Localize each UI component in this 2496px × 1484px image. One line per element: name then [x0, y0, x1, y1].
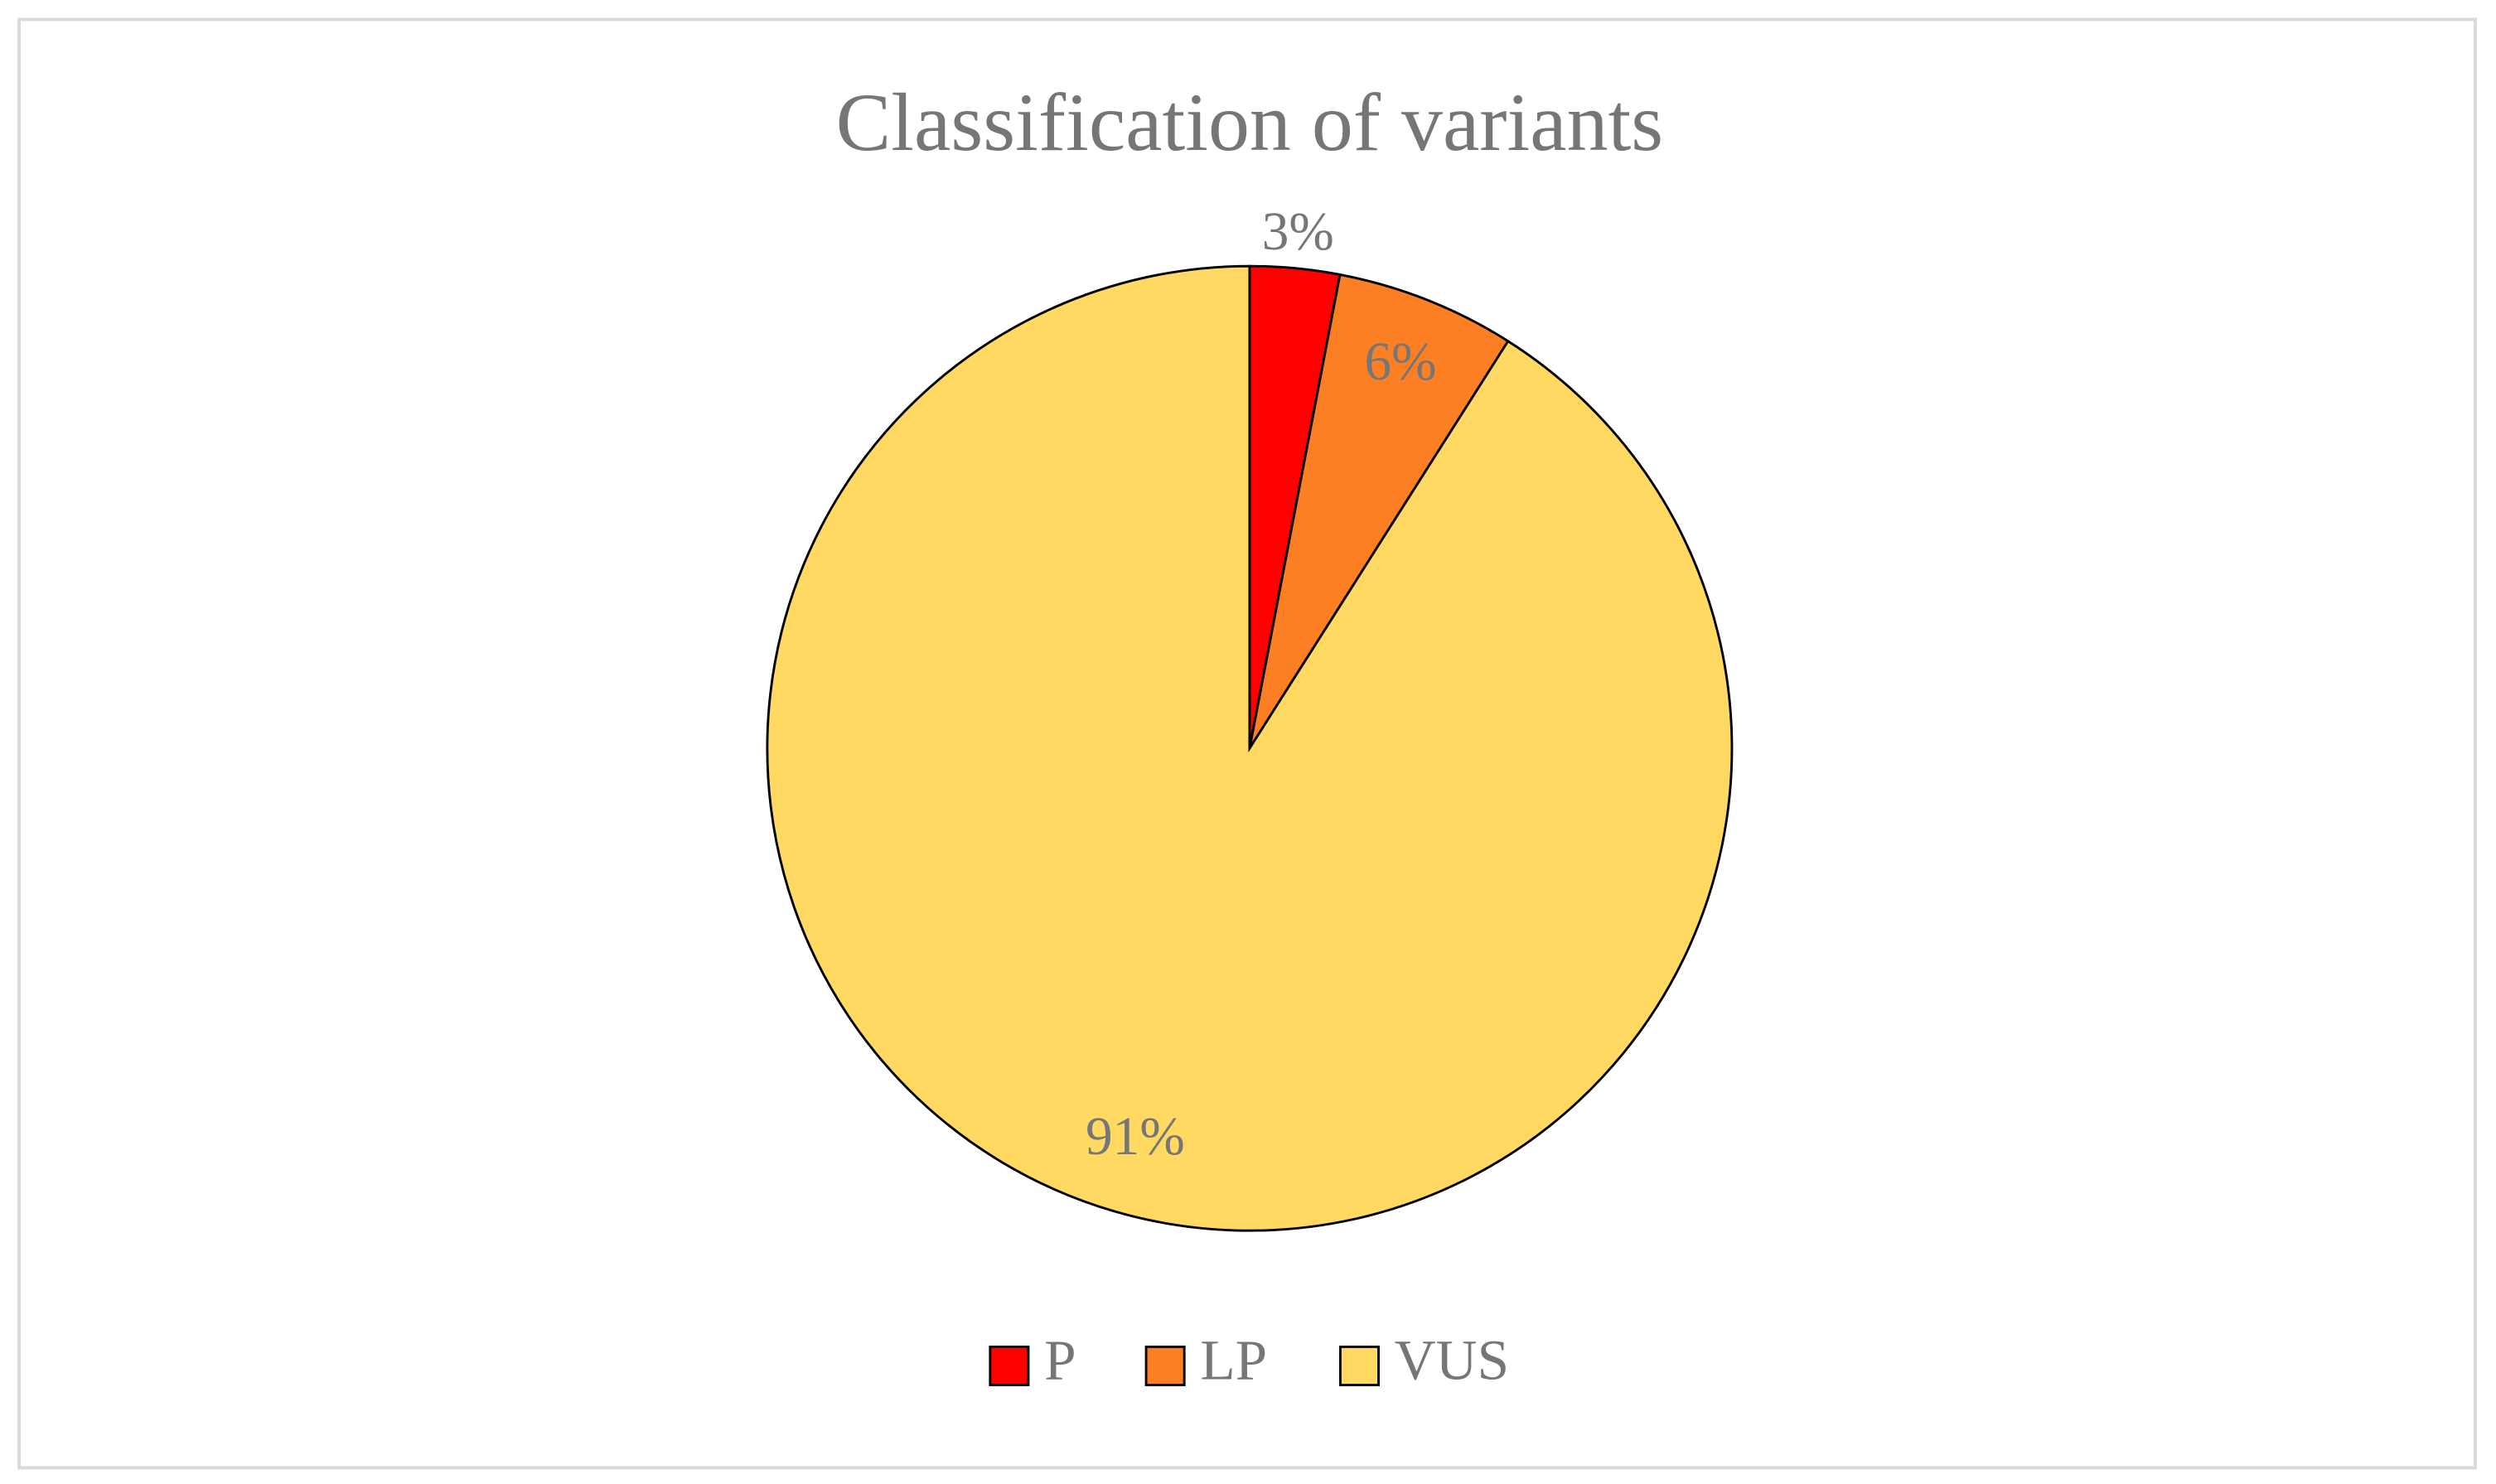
legend-label: LP [1200, 1327, 1267, 1391]
legend-swatch [1338, 1346, 1380, 1386]
legend-swatch [1144, 1346, 1186, 1386]
legend-label: VUS [1395, 1327, 1509, 1391]
data-label: 3% [1262, 202, 1334, 262]
legend-swatch [989, 1346, 1030, 1386]
data-label: 91% [1086, 1107, 1185, 1167]
pie-slice [1248, 273, 1510, 749]
legend-label: P [1044, 1327, 1076, 1391]
chart-title: Classification of variants [836, 76, 1664, 168]
data-label: 6% [1365, 332, 1437, 392]
pie-slice [766, 264, 1734, 1232]
